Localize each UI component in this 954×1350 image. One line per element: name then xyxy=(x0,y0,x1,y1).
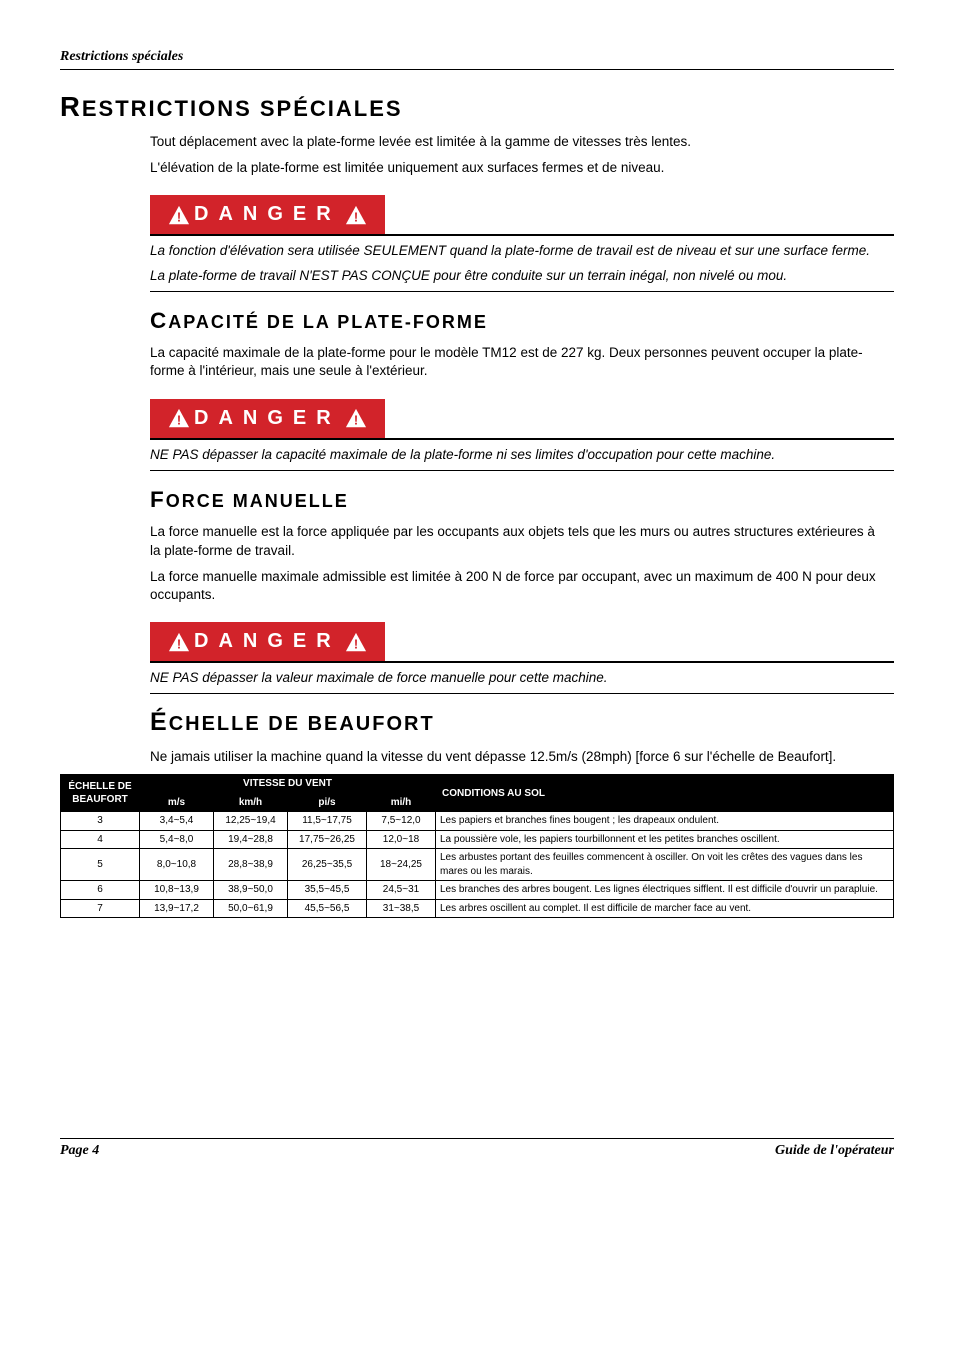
section-heading-restrictions: RESTRICTIONS SPÉCIALES xyxy=(60,88,894,125)
svg-text:!: ! xyxy=(354,209,358,224)
table-cell: 11,5~17,75 xyxy=(288,812,367,831)
table-cell: 10,8~13,9 xyxy=(140,881,214,900)
table-cell: 18~24,25 xyxy=(367,849,436,881)
footer-page: Page 4 xyxy=(60,1142,99,1161)
th-mih: mi/h xyxy=(367,793,436,812)
warning-icon: ! xyxy=(345,205,367,225)
beaufort-table: ÉCHELLE DE BEAUFORT VITESSE DU VENT COND… xyxy=(60,774,894,918)
table-cell: 5,4~8,0 xyxy=(140,830,214,849)
svg-text:!: ! xyxy=(354,636,358,651)
table-cell: 28,8~38,9 xyxy=(214,849,288,881)
table-cell: 3,4~5,4 xyxy=(140,812,214,831)
table-cell: 13,9~17,2 xyxy=(140,899,214,918)
table-cell: Les arbustes portant des feuilles commen… xyxy=(436,849,894,881)
danger-callout: ! DANGER ! NE PAS dépasser la valeur max… xyxy=(150,622,894,694)
warning-icon: ! xyxy=(168,408,190,428)
svg-text:!: ! xyxy=(177,413,181,428)
table-cell: 50,0~61,9 xyxy=(214,899,288,918)
table-cell: 12,0~18 xyxy=(367,830,436,849)
running-header: Restrictions spéciales xyxy=(60,48,894,70)
danger-label: DANGER xyxy=(194,628,341,655)
table-cell: 5 xyxy=(61,849,140,881)
table-cell: 7,5~12,0 xyxy=(367,812,436,831)
table-cell: 26,25~35,5 xyxy=(288,849,367,881)
danger-banner: ! DANGER ! xyxy=(150,622,385,661)
section-heading-force: FORCE MANUELLE xyxy=(150,485,894,515)
danger-text: NE PAS dépasser la valeur maximale de fo… xyxy=(150,669,894,687)
table-row: 610,8~13,938,9~50,035,5~45,524,5~31Les b… xyxy=(61,881,894,900)
danger-callout: ! DANGER ! La fonction d'élévation sera … xyxy=(150,195,894,291)
table-cell: 4 xyxy=(61,830,140,849)
danger-text: La fonction d'élévation sera utilisée SE… xyxy=(150,242,894,260)
table-cell: 8,0~10,8 xyxy=(140,849,214,881)
warning-icon: ! xyxy=(345,408,367,428)
svg-text:!: ! xyxy=(354,413,358,428)
table-cell: 6 xyxy=(61,881,140,900)
svg-text:!: ! xyxy=(177,209,181,224)
warning-icon: ! xyxy=(168,205,190,225)
table-cell: 3 xyxy=(61,812,140,831)
section-heading-beaufort: ÉCHELLE DE BEAUFORT xyxy=(150,706,894,740)
table-cell: 31~38,5 xyxy=(367,899,436,918)
danger-label: DANGER xyxy=(194,405,341,432)
danger-text: NE PAS dépasser la capacité maximale de … xyxy=(150,446,894,464)
para: La force manuelle maximale admissible es… xyxy=(150,568,884,604)
th-kmh: km/h xyxy=(214,793,288,812)
table-row: 33,4~5,412,25~19,411,5~17,757,5~12,0Les … xyxy=(61,812,894,831)
th-ms: m/s xyxy=(140,793,214,812)
table-cell: 7 xyxy=(61,899,140,918)
warning-icon: ! xyxy=(345,632,367,652)
th-pis: pi/s xyxy=(288,793,367,812)
danger-label: DANGER xyxy=(194,201,341,228)
table-row: 45,4~8,019,4~28,817,75~26,2512,0~18La po… xyxy=(61,830,894,849)
table-cell: 19,4~28,8 xyxy=(214,830,288,849)
para: La capacité maximale de la plate-forme p… xyxy=(150,344,884,380)
danger-callout: ! DANGER ! NE PAS dépasser la capacité m… xyxy=(150,399,894,471)
th-wind-group: VITESSE DU VENT xyxy=(140,775,436,794)
table-cell: Les papiers et branches fines bougent ; … xyxy=(436,812,894,831)
table-row: 58,0~10,828,8~38,926,25~35,518~24,25Les … xyxy=(61,849,894,881)
section-heading-capacite: CAPACITÉ DE LA PLATE-FORME xyxy=(150,306,894,336)
th-beaufort: ÉCHELLE DE BEAUFORT xyxy=(61,775,140,812)
table-cell: 45,5~56,5 xyxy=(288,899,367,918)
svg-text:!: ! xyxy=(177,636,181,651)
table-cell: Les arbres oscillent au complet. Il est … xyxy=(436,899,894,918)
danger-banner: ! DANGER ! xyxy=(150,195,385,234)
para: La force manuelle est la force appliquée… xyxy=(150,523,884,559)
table-row: 713,9~17,250,0~61,945,5~56,531~38,5Les a… xyxy=(61,899,894,918)
warning-icon: ! xyxy=(168,632,190,652)
table-cell: Les branches des arbres bougent. Les lig… xyxy=(436,881,894,900)
danger-banner: ! DANGER ! xyxy=(150,399,385,438)
table-cell: La poussière vole, les papiers tourbillo… xyxy=(436,830,894,849)
page-footer: Page 4 Guide de l'opérateur xyxy=(60,1138,894,1161)
danger-text: La plate-forme de travail N'EST PAS CONÇ… xyxy=(150,267,894,285)
footer-guide: Guide de l'opérateur xyxy=(775,1142,894,1161)
table-cell: 24,5~31 xyxy=(367,881,436,900)
table-cell: 35,5~45,5 xyxy=(288,881,367,900)
table-cell: 12,25~19,4 xyxy=(214,812,288,831)
th-conditions: CONDITIONS AU SOL xyxy=(436,775,894,812)
table-cell: 17,75~26,25 xyxy=(288,830,367,849)
para: Ne jamais utiliser la machine quand la v… xyxy=(150,748,884,766)
para: Tout déplacement avec la plate-forme lev… xyxy=(150,133,884,151)
para: L'élévation de la plate-forme est limité… xyxy=(150,159,884,177)
table-cell: 38,9~50,0 xyxy=(214,881,288,900)
